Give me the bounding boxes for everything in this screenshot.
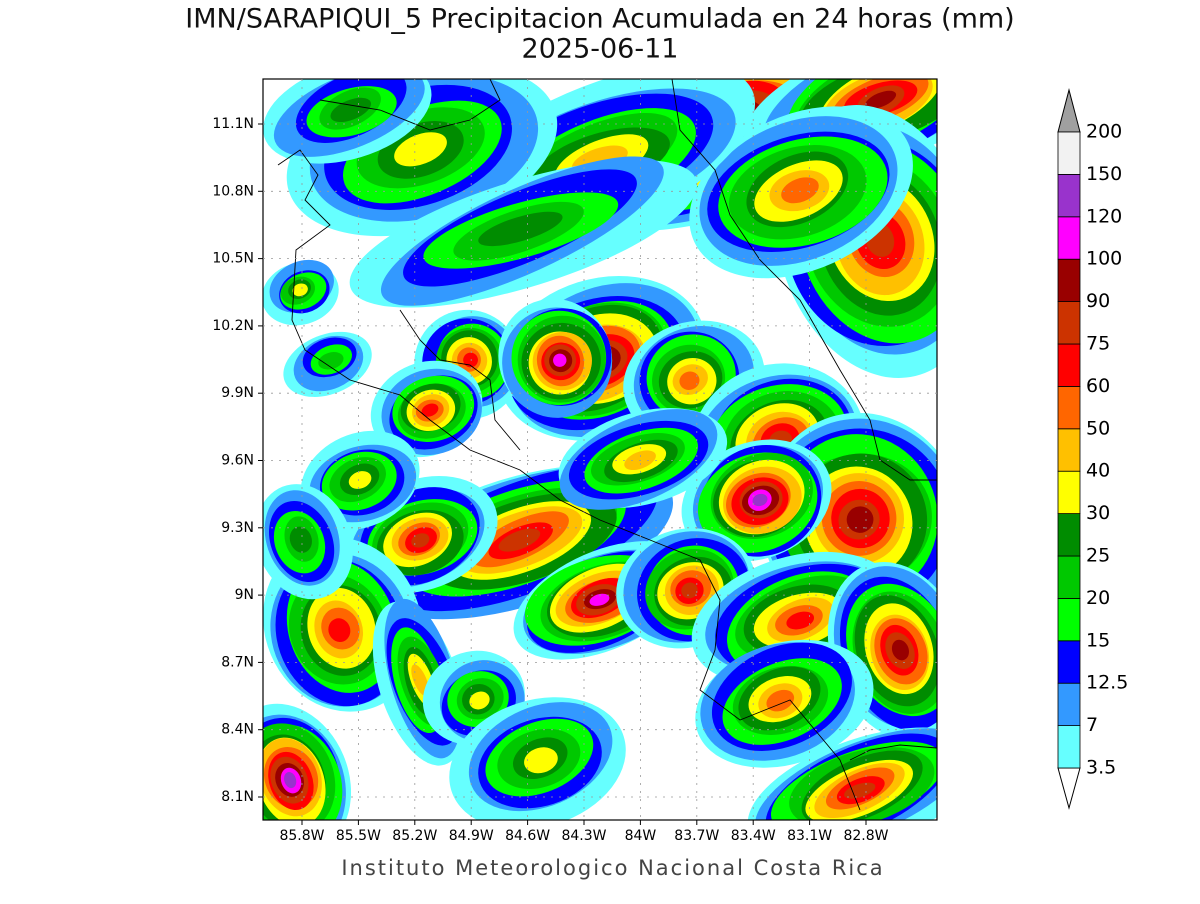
colorbar-label: 200	[1086, 121, 1122, 143]
lat-label: 8.4N	[221, 722, 254, 738]
colorbar-label: 25	[1086, 545, 1110, 567]
precip-contour	[498, 528, 541, 552]
lon-label: 85.5W	[336, 828, 381, 844]
precip-field	[263, 79, 937, 820]
colorbar-label: 20	[1086, 587, 1110, 609]
precip-contour	[553, 353, 567, 367]
date: 2025-06-11	[522, 34, 679, 65]
lon-label: 84W	[625, 828, 657, 844]
precip-contour	[328, 618, 351, 643]
precip-contour	[463, 352, 478, 368]
colorbar-label: 40	[1086, 460, 1110, 482]
lat-label: 9.9N	[221, 385, 254, 401]
lat-label: 10.2N	[212, 318, 254, 334]
lat-label: 11.1N	[212, 116, 254, 132]
colorbar-bin	[1057, 640, 1081, 684]
colorbar-label: 15	[1086, 629, 1110, 651]
colorbar-bin	[1057, 258, 1081, 303]
colorbar-under	[1057, 767, 1081, 810]
colorbar-bin	[1057, 470, 1081, 515]
lon-label: 84.3W	[561, 828, 606, 844]
lat-label: 10.8N	[212, 183, 254, 199]
precip-contour	[421, 403, 439, 417]
lon-label: 83.1W	[787, 828, 832, 844]
precip-contour	[292, 283, 308, 297]
precip-contour	[846, 506, 874, 533]
colorbar-bin	[1057, 343, 1081, 387]
precip-contour	[394, 132, 447, 167]
precip-contour	[524, 747, 558, 774]
map-frame	[262, 78, 938, 821]
border-north	[319, 79, 501, 131]
precip-contour	[289, 526, 312, 553]
colorbar-label: 120	[1086, 205, 1122, 227]
colorbar-label: 30	[1086, 502, 1110, 524]
lat-label: 8.7N	[221, 654, 254, 670]
colorbar-label: 60	[1086, 375, 1110, 397]
colorbar-label: 75	[1086, 333, 1110, 355]
colorbar-bin	[1057, 725, 1081, 769]
colorbar-label: 150	[1086, 163, 1122, 185]
precip-contour	[589, 593, 610, 606]
lon-label: 85.8W	[279, 828, 324, 844]
lat-label: 10.5N	[212, 251, 254, 267]
pacific-coast	[277, 149, 861, 811]
precip-contour	[844, 782, 876, 799]
precip-contour	[679, 371, 700, 390]
title: IMN/SARAPIQUI_5 Precipitacion Acumulada …	[185, 4, 1014, 35]
colorbar-label: 7	[1086, 714, 1098, 736]
colorbar-bin	[1057, 428, 1081, 472]
precip-contour	[478, 211, 563, 247]
colorbar-bin	[1057, 301, 1081, 345]
precip-contour	[786, 611, 815, 630]
precip-contour	[330, 97, 372, 123]
lat-label: 9N	[235, 587, 254, 603]
precip-contour	[411, 533, 430, 548]
lat-label: 9.3N	[221, 520, 254, 536]
gulf-nicoya	[399, 309, 521, 451]
precip-contour	[891, 639, 909, 661]
lon-label: 84.6W	[505, 828, 550, 844]
coastline	[277, 79, 937, 811]
colorbar-label: 90	[1086, 290, 1110, 312]
lat-label: 8.1N	[221, 789, 254, 805]
colorbar-over	[1057, 88, 1081, 133]
precip-contour	[766, 689, 795, 712]
colorbar-label: 50	[1086, 417, 1110, 439]
colorbar-bin	[1057, 682, 1081, 727]
colorbar-bin	[1057, 216, 1081, 260]
precip-contour	[865, 90, 897, 109]
lon-label: 82.8W	[843, 828, 888, 844]
colorbar-bin	[1057, 385, 1081, 430]
colorbar-label: 12.5	[1086, 672, 1128, 694]
lon-label: 84.9W	[449, 828, 494, 844]
precip-contour	[752, 493, 768, 507]
precip-contour	[681, 582, 698, 599]
colorbar-bin	[1057, 555, 1081, 599]
precip-contour	[284, 772, 297, 789]
colorbar-label: 3.5	[1086, 757, 1116, 779]
caribbean-coast	[671, 79, 937, 481]
lat-label: 9.6N	[221, 453, 254, 469]
footer: Instituto Meteorologico Nacional Costa R…	[341, 856, 884, 880]
lon-label: 83.7W	[674, 828, 719, 844]
precip-contour	[411, 664, 429, 697]
precip-contour	[469, 691, 490, 710]
colorbar-bin	[1057, 173, 1081, 218]
colorbar-bin	[1057, 513, 1081, 557]
precip-contour	[348, 471, 372, 489]
colorbar-bin	[1057, 131, 1081, 175]
precip-contour	[318, 352, 344, 370]
border-south	[849, 744, 937, 761]
lon-label: 83.4W	[731, 828, 776, 844]
lon-label: 85.2W	[392, 828, 437, 844]
colorbar-bin	[1057, 598, 1081, 642]
colorbar-label: 100	[1086, 248, 1122, 270]
